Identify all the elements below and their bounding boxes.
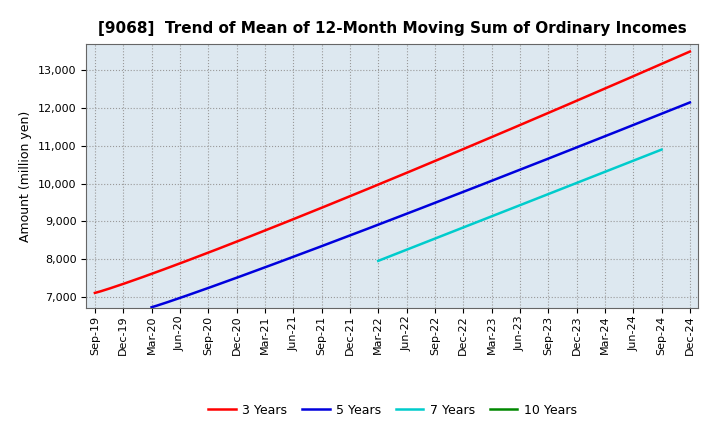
- 7 Years: [374, 258, 382, 264]
- 3 Years: [91, 290, 99, 296]
- 7 Years: [643, 153, 652, 158]
- 5 Years: [639, 118, 648, 124]
- 7 Years: [633, 157, 642, 162]
- 3 Years: [114, 283, 123, 288]
- 3 Years: [656, 62, 665, 67]
- 5 Years: [148, 304, 156, 310]
- Y-axis label: Amount (million yen): Amount (million yen): [19, 110, 32, 242]
- 7 Years: [385, 254, 394, 259]
- 5 Years: [180, 294, 189, 299]
- 7 Years: [449, 229, 458, 234]
- 5 Years: [291, 253, 300, 259]
- 3 Years: [685, 49, 694, 54]
- 3 Years: [249, 232, 258, 238]
- 7 Years: [391, 252, 400, 257]
- 3 Years: [635, 71, 644, 77]
- Line: 5 Years: 5 Years: [152, 103, 690, 307]
- 5 Years: [685, 100, 694, 105]
- Line: 3 Years: 3 Years: [95, 51, 690, 293]
- 5 Years: [659, 110, 667, 116]
- 5 Years: [248, 270, 256, 275]
- 7 Years: [657, 147, 666, 152]
- Line: 7 Years: 7 Years: [378, 150, 662, 261]
- 5 Years: [169, 297, 178, 303]
- 3 Years: [127, 279, 135, 284]
- 3 Years: [201, 251, 210, 257]
- Legend: 3 Years, 5 Years, 7 Years, 10 Years: 3 Years, 5 Years, 7 Years, 10 Years: [203, 399, 582, 422]
- 7 Years: [426, 238, 435, 243]
- Title: [9068]  Trend of Mean of 12-Month Moving Sum of Ordinary Incomes: [9068] Trend of Mean of 12-Month Moving …: [98, 21, 687, 36]
